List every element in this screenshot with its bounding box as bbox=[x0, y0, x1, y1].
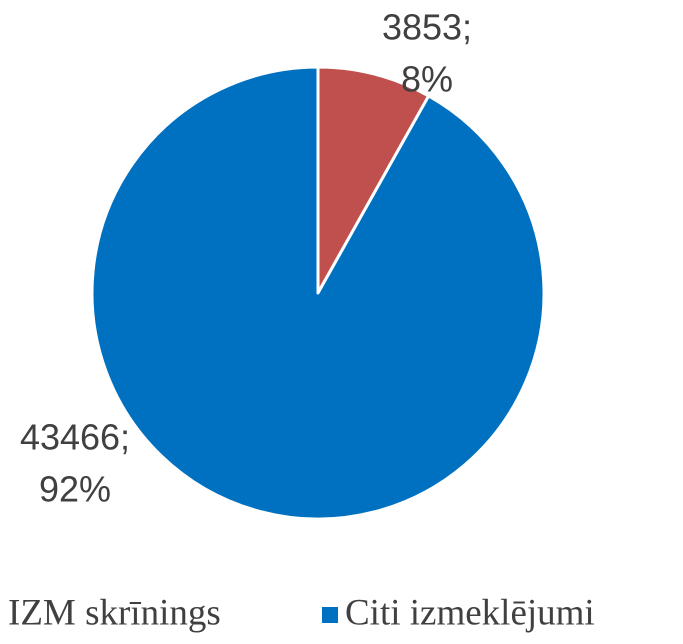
data-label: 43466; bbox=[20, 417, 130, 458]
pie-slice bbox=[316, 65, 431, 295]
data-label: 3853; bbox=[382, 7, 472, 48]
data-label-percent: 92% bbox=[39, 469, 111, 510]
pie-slice bbox=[90, 65, 546, 521]
legend-marker bbox=[322, 607, 338, 623]
legend-label: IZM skrīnings bbox=[8, 592, 221, 633]
data-label-percent: 8% bbox=[401, 59, 453, 100]
legend-label: Citi izmeklējumi bbox=[345, 592, 595, 633]
